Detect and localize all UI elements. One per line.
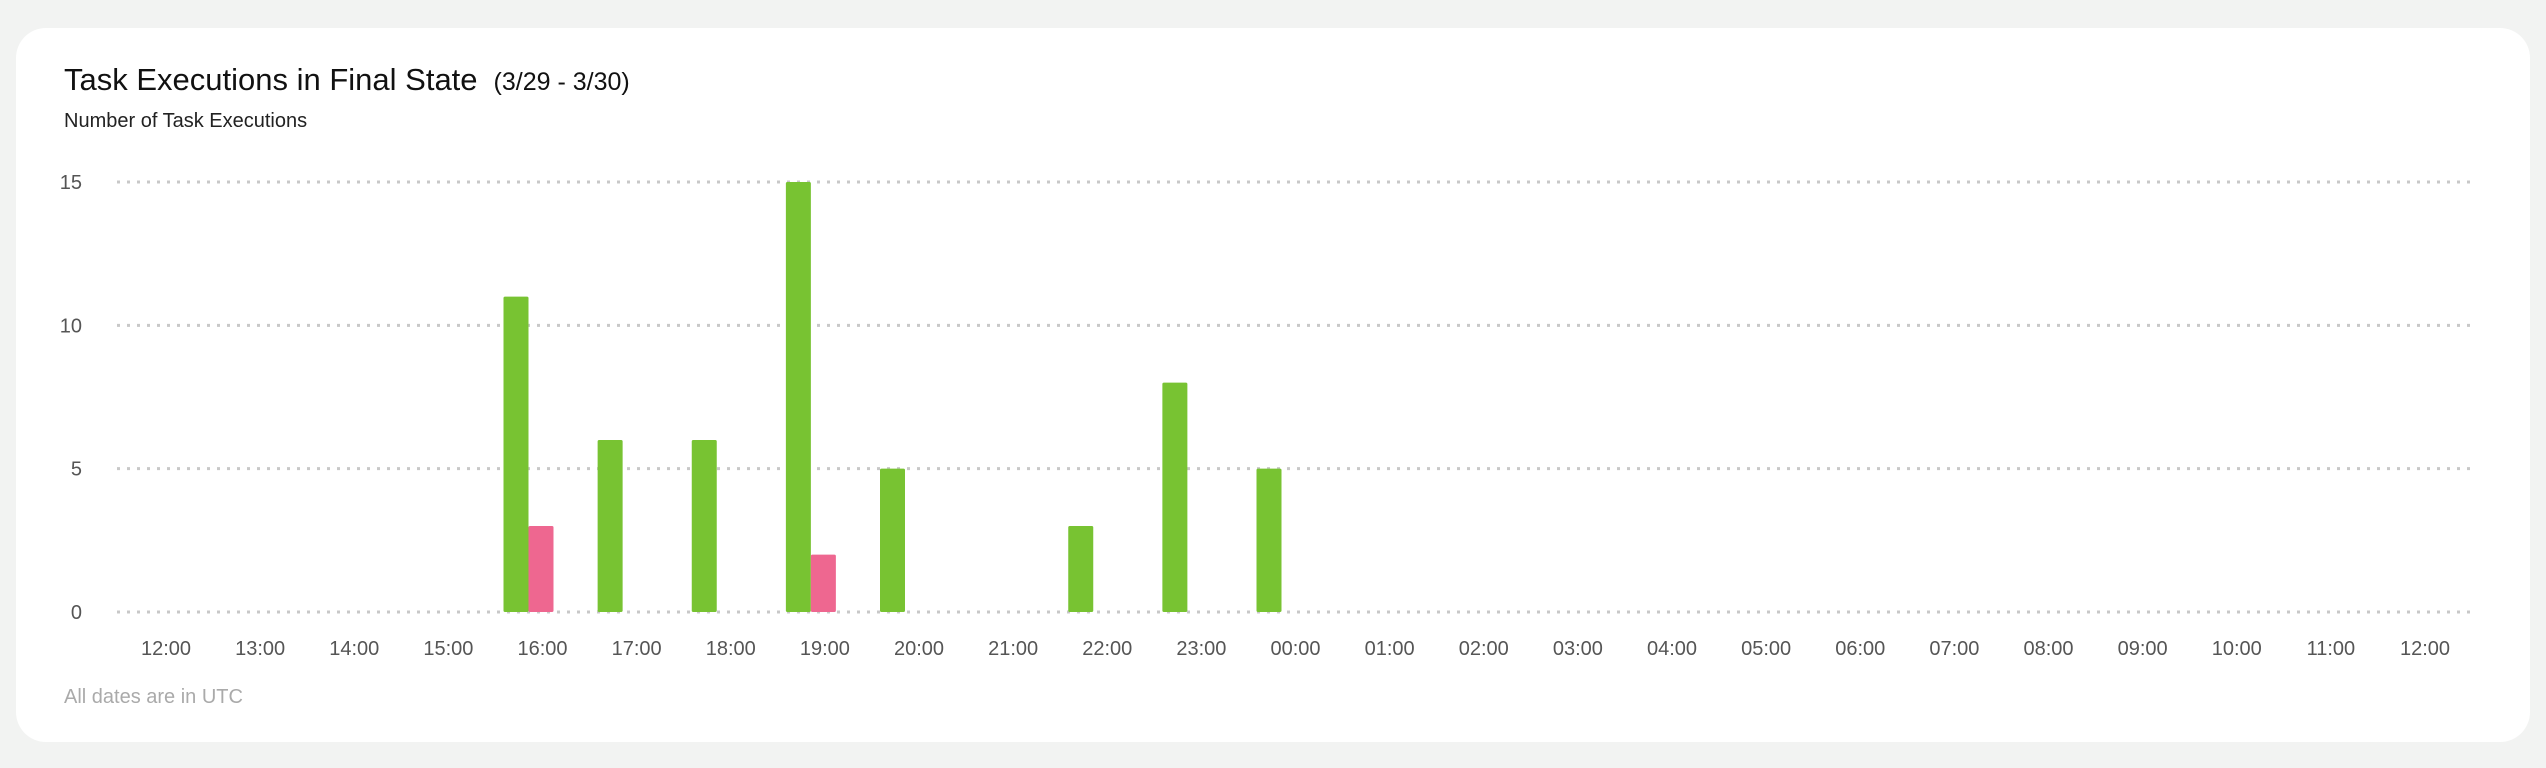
x-tick-label: 06:00 (1835, 638, 1885, 660)
x-tick-label: 11:00 (2307, 638, 2356, 660)
y-tick-label: 0 (71, 602, 82, 624)
x-tick-label: 10:00 (2212, 638, 2262, 660)
bar-green (1068, 526, 1094, 612)
bar-green (691, 440, 717, 612)
x-tick-label: 17:00 (612, 638, 662, 660)
chart-title: Task Executions in Final State (3/29 - 3/… (64, 62, 630, 98)
x-tick-label: 22:00 (1082, 638, 1132, 660)
x-tick-label: 08:00 (2023, 638, 2073, 660)
x-tick-label: 15:00 (423, 638, 473, 660)
date-range: (3/29 - 3/30) (493, 68, 630, 96)
x-tick-label: 05:00 (1741, 638, 1791, 660)
x-tick-label: 04:00 (1647, 638, 1697, 660)
chart-card (16, 28, 2530, 742)
bar-pink (810, 554, 836, 612)
x-tick-label: 20:00 (894, 638, 944, 660)
timezone-note: All dates are in UTC (64, 686, 243, 708)
x-tick-label: 01:00 (1365, 638, 1415, 660)
y-tick-label: 15 (60, 172, 82, 194)
bar-green (880, 468, 905, 612)
chart-title-text: Task Executions in Final State (64, 62, 478, 97)
x-tick-label: 19:00 (800, 638, 850, 660)
x-tick-label: 12:00 (141, 638, 191, 660)
bar-green (785, 182, 811, 612)
y-axis-label: Number of Task Executions (64, 110, 308, 132)
x-tick-label: 02:00 (1459, 638, 1509, 660)
bar-green (1162, 382, 1188, 612)
y-tick-label: 5 (71, 459, 82, 481)
x-tick-label: 18:00 (706, 638, 756, 660)
y-tick-label: 10 (60, 315, 82, 337)
bar-green (503, 296, 529, 612)
x-tick-label: 00:00 (1270, 638, 1320, 660)
x-tick-label: 14:00 (329, 638, 379, 660)
x-tick-label: 13:00 (235, 638, 285, 660)
x-tick-label: 07:00 (1929, 638, 1979, 660)
bar-green (597, 440, 623, 612)
x-tick-label: 12:00 (2400, 638, 2450, 660)
x-tick-label: 21:00 (988, 638, 1038, 660)
x-tick-label: 03:00 (1553, 638, 1603, 660)
x-tick-label: 16:00 (517, 638, 567, 660)
x-tick-label: 09:00 (2118, 638, 2168, 660)
bar-pink (528, 526, 554, 612)
bar-green (1256, 468, 1282, 612)
x-tick-label: 23:00 (1176, 638, 1226, 660)
